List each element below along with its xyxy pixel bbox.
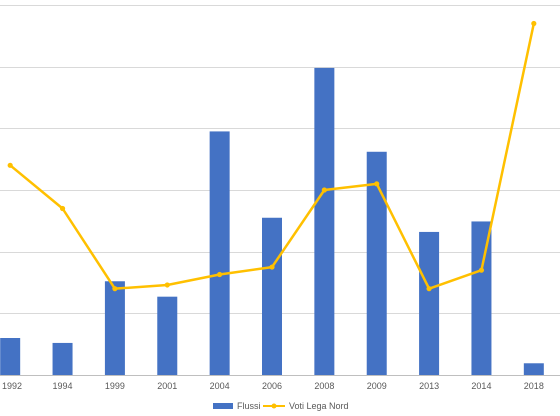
bar-flussi-2006 [262, 217, 282, 375]
line-series-voti-lega-nord [7, 20, 537, 292]
bar-flussi-1999 [104, 281, 125, 375]
x-tick-label: 1992 [2, 381, 22, 391]
legend: Flussi Voti Lega Nord [213, 401, 349, 411]
x-tick-label: 2006 [262, 381, 282, 391]
point-voti-lega-nord-2004 [217, 271, 223, 278]
bar-flussi-2018 [523, 363, 544, 375]
x-tick-label: 2001 [157, 381, 177, 391]
x-tick-label: 1994 [53, 381, 73, 391]
point-voti-lega-nord-2018 [531, 20, 537, 27]
x-tick-label: 2014 [471, 381, 491, 391]
bar-flussi-2014 [471, 221, 492, 375]
bar-flussi-2013 [419, 231, 440, 375]
point-voti-lega-nord-1994 [59, 205, 66, 212]
point-voti-lega-nord-2006 [269, 264, 275, 270]
point-voti-lega-nord-2001 [164, 282, 170, 288]
bar-flussi-2008 [314, 67, 335, 376]
x-tick-label: 2013 [419, 381, 439, 391]
point-voti-lega-nord-2013 [426, 286, 432, 292]
x-tick-label: 2009 [367, 381, 387, 391]
legend-marker-voti-lega-nord [271, 403, 277, 409]
x-tick-label: 2004 [210, 381, 230, 391]
bar-flussi-1992 [0, 338, 21, 375]
legend-label-voti-lega-nord: Voti Lega Nord [289, 401, 349, 411]
legend-swatch-flussi [213, 403, 233, 409]
x-tick-label: 1999 [105, 381, 125, 391]
bar-flussi-2009 [366, 151, 387, 375]
x-tick-label: 2018 [524, 381, 544, 391]
bar-flussi-2004 [209, 131, 230, 375]
x-axis: 1992 1994 1999 2001 2004 2006 2008 2009 2013 2014… [2, 381, 544, 391]
legend-label-flussi: Flussi [237, 401, 261, 411]
point-voti-lega-nord-1992 [7, 162, 13, 168]
point-voti-lega-nord-2009 [374, 181, 380, 187]
point-voti-lega-nord-1999 [112, 286, 118, 292]
bar-flussi-1994 [52, 342, 73, 375]
bar-flussi-2001 [157, 296, 178, 375]
x-tick-label: 2008 [314, 381, 334, 391]
bar-series-flussi [0, 67, 544, 376]
point-voti-lega-nord-2008 [321, 187, 327, 193]
point-voti-lega-nord-2014 [478, 267, 485, 273]
